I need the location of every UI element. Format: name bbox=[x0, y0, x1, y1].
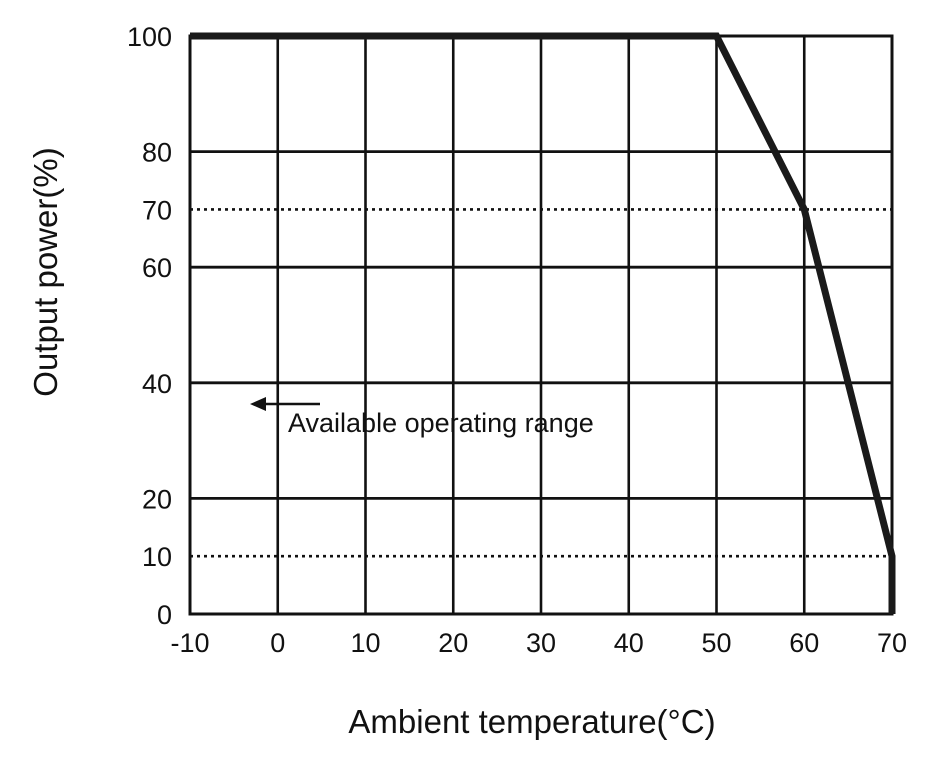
grid bbox=[190, 36, 892, 614]
x-tick-label: 30 bbox=[526, 628, 556, 658]
x-tick-label: 20 bbox=[438, 628, 468, 658]
x-tick-labels: -10 0 10 20 30 40 50 60 70 bbox=[170, 628, 907, 658]
x-tick-label: 0 bbox=[270, 628, 285, 658]
annotation-text: Available operating range bbox=[288, 408, 594, 438]
y-tick-label: 60 bbox=[142, 253, 172, 283]
y-tick-label: 40 bbox=[142, 369, 172, 399]
y-tick-label: 10 bbox=[142, 542, 172, 572]
x-axis-title: Ambient temperature(°C) bbox=[348, 703, 715, 740]
y-tick-label: 80 bbox=[142, 138, 172, 168]
series-group bbox=[190, 32, 896, 614]
annotation: Available operating range bbox=[250, 397, 594, 438]
x-tick-label: 70 bbox=[877, 628, 907, 658]
y-tick-label: 20 bbox=[142, 484, 172, 514]
annotation-arrow-head bbox=[250, 397, 266, 411]
y-tick-label: 70 bbox=[142, 195, 172, 225]
x-tick-label: 10 bbox=[350, 628, 380, 658]
y-tick-label: 100 bbox=[127, 22, 172, 52]
x-tick-label: 60 bbox=[789, 628, 819, 658]
derating-curve bbox=[190, 32, 896, 614]
x-tick-label: 50 bbox=[701, 628, 731, 658]
y-tick-label: 0 bbox=[157, 600, 172, 630]
x-tick-label: 40 bbox=[614, 628, 644, 658]
y-tick-labels: 0 10 20 40 60 70 80 100 bbox=[127, 22, 172, 630]
x-tick-label: -10 bbox=[170, 628, 209, 658]
y-axis-title: Output power(%) bbox=[27, 147, 64, 396]
